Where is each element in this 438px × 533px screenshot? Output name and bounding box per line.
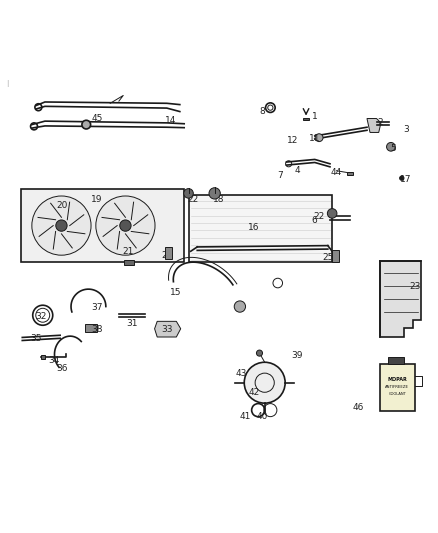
- Text: 20: 20: [57, 201, 68, 210]
- Text: 7: 7: [277, 171, 283, 180]
- Bar: [380, 364, 415, 411]
- Text: 12: 12: [287, 136, 299, 145]
- Circle shape: [184, 189, 193, 198]
- Bar: [21, 189, 184, 262]
- Bar: [332, 251, 339, 262]
- Bar: [165, 247, 172, 259]
- Circle shape: [82, 120, 91, 129]
- Text: 31: 31: [126, 319, 138, 328]
- Bar: [347, 172, 353, 175]
- Text: 32: 32: [35, 312, 46, 321]
- Circle shape: [234, 301, 246, 312]
- Bar: [85, 325, 97, 332]
- Text: 25: 25: [322, 253, 333, 262]
- Text: COOLANT: COOLANT: [389, 392, 406, 395]
- Text: 40: 40: [257, 412, 268, 421]
- Text: 22: 22: [314, 212, 325, 221]
- Text: 19: 19: [92, 195, 103, 204]
- Text: 36: 36: [57, 364, 68, 373]
- Text: 15: 15: [170, 288, 181, 297]
- Text: 2: 2: [377, 118, 383, 127]
- Polygon shape: [155, 321, 181, 337]
- Circle shape: [32, 196, 91, 255]
- Polygon shape: [380, 261, 421, 337]
- Text: 3: 3: [403, 125, 409, 134]
- Text: 18: 18: [213, 195, 225, 204]
- Text: 38: 38: [92, 325, 103, 334]
- Circle shape: [256, 350, 262, 356]
- Bar: [41, 356, 46, 359]
- Text: 11: 11: [309, 134, 321, 143]
- Bar: [304, 118, 309, 120]
- Text: 35: 35: [31, 334, 42, 343]
- Text: 42: 42: [248, 388, 259, 397]
- Text: 22: 22: [187, 195, 198, 204]
- Text: 16: 16: [248, 223, 260, 232]
- Text: 34: 34: [48, 356, 59, 365]
- Text: 39: 39: [292, 351, 303, 360]
- Text: 25: 25: [161, 251, 173, 260]
- Text: 43: 43: [235, 369, 247, 377]
- Bar: [124, 260, 134, 265]
- Text: 4: 4: [294, 166, 300, 175]
- Text: 8: 8: [260, 108, 265, 117]
- Bar: [188, 195, 332, 262]
- Text: 1: 1: [312, 112, 318, 121]
- Text: 14: 14: [166, 116, 177, 125]
- Text: 5: 5: [390, 144, 396, 154]
- Text: MOPAR: MOPAR: [388, 377, 407, 382]
- Text: 23: 23: [409, 281, 420, 290]
- Circle shape: [315, 134, 323, 142]
- Text: 17: 17: [400, 175, 412, 184]
- Text: 44: 44: [331, 168, 342, 177]
- Text: 45: 45: [92, 114, 103, 123]
- Circle shape: [399, 176, 404, 180]
- Text: 46: 46: [353, 403, 364, 413]
- Circle shape: [209, 188, 220, 199]
- Text: 6: 6: [312, 216, 318, 225]
- Circle shape: [56, 220, 67, 231]
- Circle shape: [327, 208, 337, 218]
- Circle shape: [120, 220, 131, 231]
- Circle shape: [244, 362, 285, 403]
- Circle shape: [387, 142, 395, 151]
- Circle shape: [96, 196, 155, 255]
- Text: 41: 41: [240, 412, 251, 421]
- Text: 33: 33: [161, 325, 173, 334]
- Text: |: |: [6, 79, 8, 86]
- Text: ANTIFREEZE: ANTIFREEZE: [385, 385, 410, 389]
- Text: 37: 37: [92, 303, 103, 312]
- Text: 21: 21: [122, 247, 133, 256]
- Bar: [388, 357, 404, 364]
- Polygon shape: [367, 118, 381, 133]
